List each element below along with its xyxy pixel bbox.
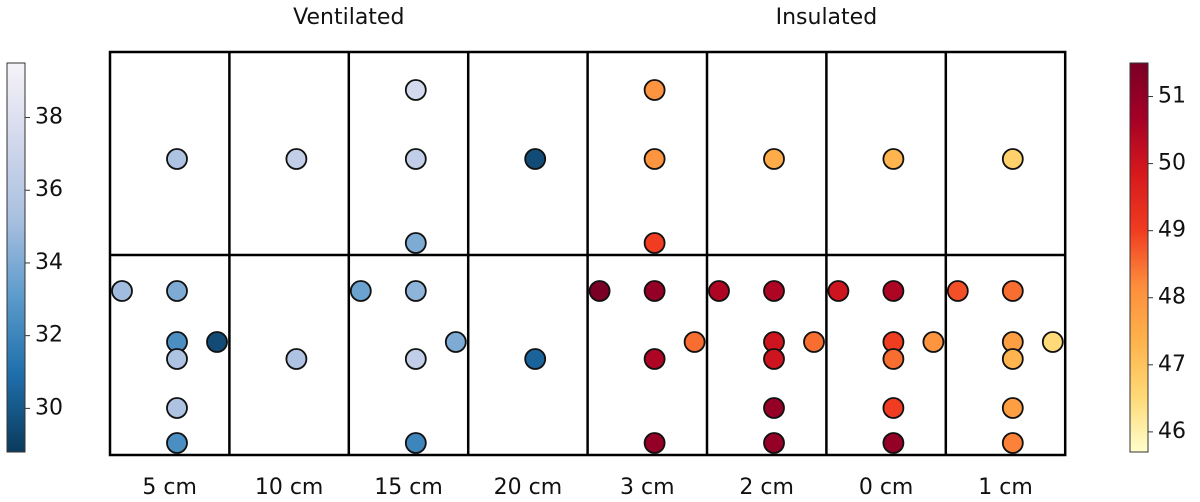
sensor-point <box>111 280 133 302</box>
sensor-point <box>166 397 188 419</box>
colorbar-tick-label: 49 <box>1158 218 1186 243</box>
sensor-point <box>404 348 427 370</box>
sensor-point <box>882 432 905 454</box>
sensor-point <box>643 280 666 302</box>
sensor-point <box>166 432 188 454</box>
sensor-point <box>946 280 969 302</box>
sensor-point <box>524 348 547 370</box>
colorbar-tick-label: 36 <box>35 177 63 202</box>
x-tick-label: 2 cm <box>739 475 794 500</box>
sensor-point <box>683 331 706 353</box>
sensor-point <box>1001 348 1024 370</box>
x-tick-label: 1 cm <box>978 475 1033 500</box>
sensor-point <box>882 280 905 302</box>
sensor-point <box>166 148 188 170</box>
group-title: Insulated <box>776 5 878 30</box>
x-tick-label: 0 cm <box>859 475 914 500</box>
sensor-point <box>588 280 611 302</box>
sensor-point <box>882 148 905 170</box>
sensor-point <box>643 148 666 170</box>
x-tick-label: 15 cm <box>374 475 443 500</box>
group-title: Ventilated <box>293 5 404 30</box>
sensor-point <box>763 348 785 370</box>
sensor-point <box>763 432 785 454</box>
colorbar-tick-label: 46 <box>1158 419 1186 444</box>
sensor-point <box>1001 397 1024 419</box>
sensor-point <box>643 432 666 454</box>
colorbar-tick-label: 48 <box>1158 285 1186 310</box>
sensor-point <box>827 280 850 302</box>
sensor-point <box>882 348 905 370</box>
sensor-point <box>166 348 188 370</box>
sensor-point <box>444 331 467 353</box>
colorbar-tick-label: 34 <box>35 250 63 275</box>
colorbar-tick-label: 50 <box>1158 151 1186 176</box>
sensor-point <box>803 331 825 353</box>
sensor-point <box>763 397 785 419</box>
colorbar-tick-label: 51 <box>1158 84 1186 109</box>
colorbar <box>1129 62 1149 453</box>
sensor-point <box>524 148 547 170</box>
sensor-point <box>404 280 427 302</box>
sensor-point <box>643 79 666 101</box>
sensor-point <box>166 280 188 302</box>
sensor-point <box>1001 280 1024 302</box>
sensor-point <box>1041 331 1064 353</box>
sensor-point <box>1001 148 1024 170</box>
sensor-point <box>404 79 427 101</box>
x-tick-label: 10 cm <box>255 475 324 500</box>
sensor-point <box>643 348 666 370</box>
sensor-point <box>285 148 308 170</box>
x-tick-label: 5 cm <box>142 475 197 500</box>
sensor-point <box>708 280 730 302</box>
sensor-point <box>643 232 666 254</box>
colorbar-tick-label: 38 <box>35 105 63 130</box>
sensor-point <box>285 348 308 370</box>
sensor-point <box>404 432 427 454</box>
sensor-point <box>404 232 427 254</box>
x-tick-label: 3 cm <box>620 475 675 500</box>
sensor-point <box>922 331 945 353</box>
sensor-point <box>763 280 785 302</box>
colorbar-tick-label: 47 <box>1158 352 1186 377</box>
sensor-point <box>763 148 785 170</box>
sensor-point <box>1001 432 1024 454</box>
x-tick-label: 20 cm <box>494 475 563 500</box>
sensor-point <box>206 331 228 353</box>
sensor-point <box>349 280 372 302</box>
colorbar-tick-label: 30 <box>35 395 63 420</box>
colorbar <box>6 62 26 453</box>
sensor-point <box>404 148 427 170</box>
sensor-point <box>882 397 905 419</box>
colorbar-tick-label: 32 <box>35 323 63 348</box>
